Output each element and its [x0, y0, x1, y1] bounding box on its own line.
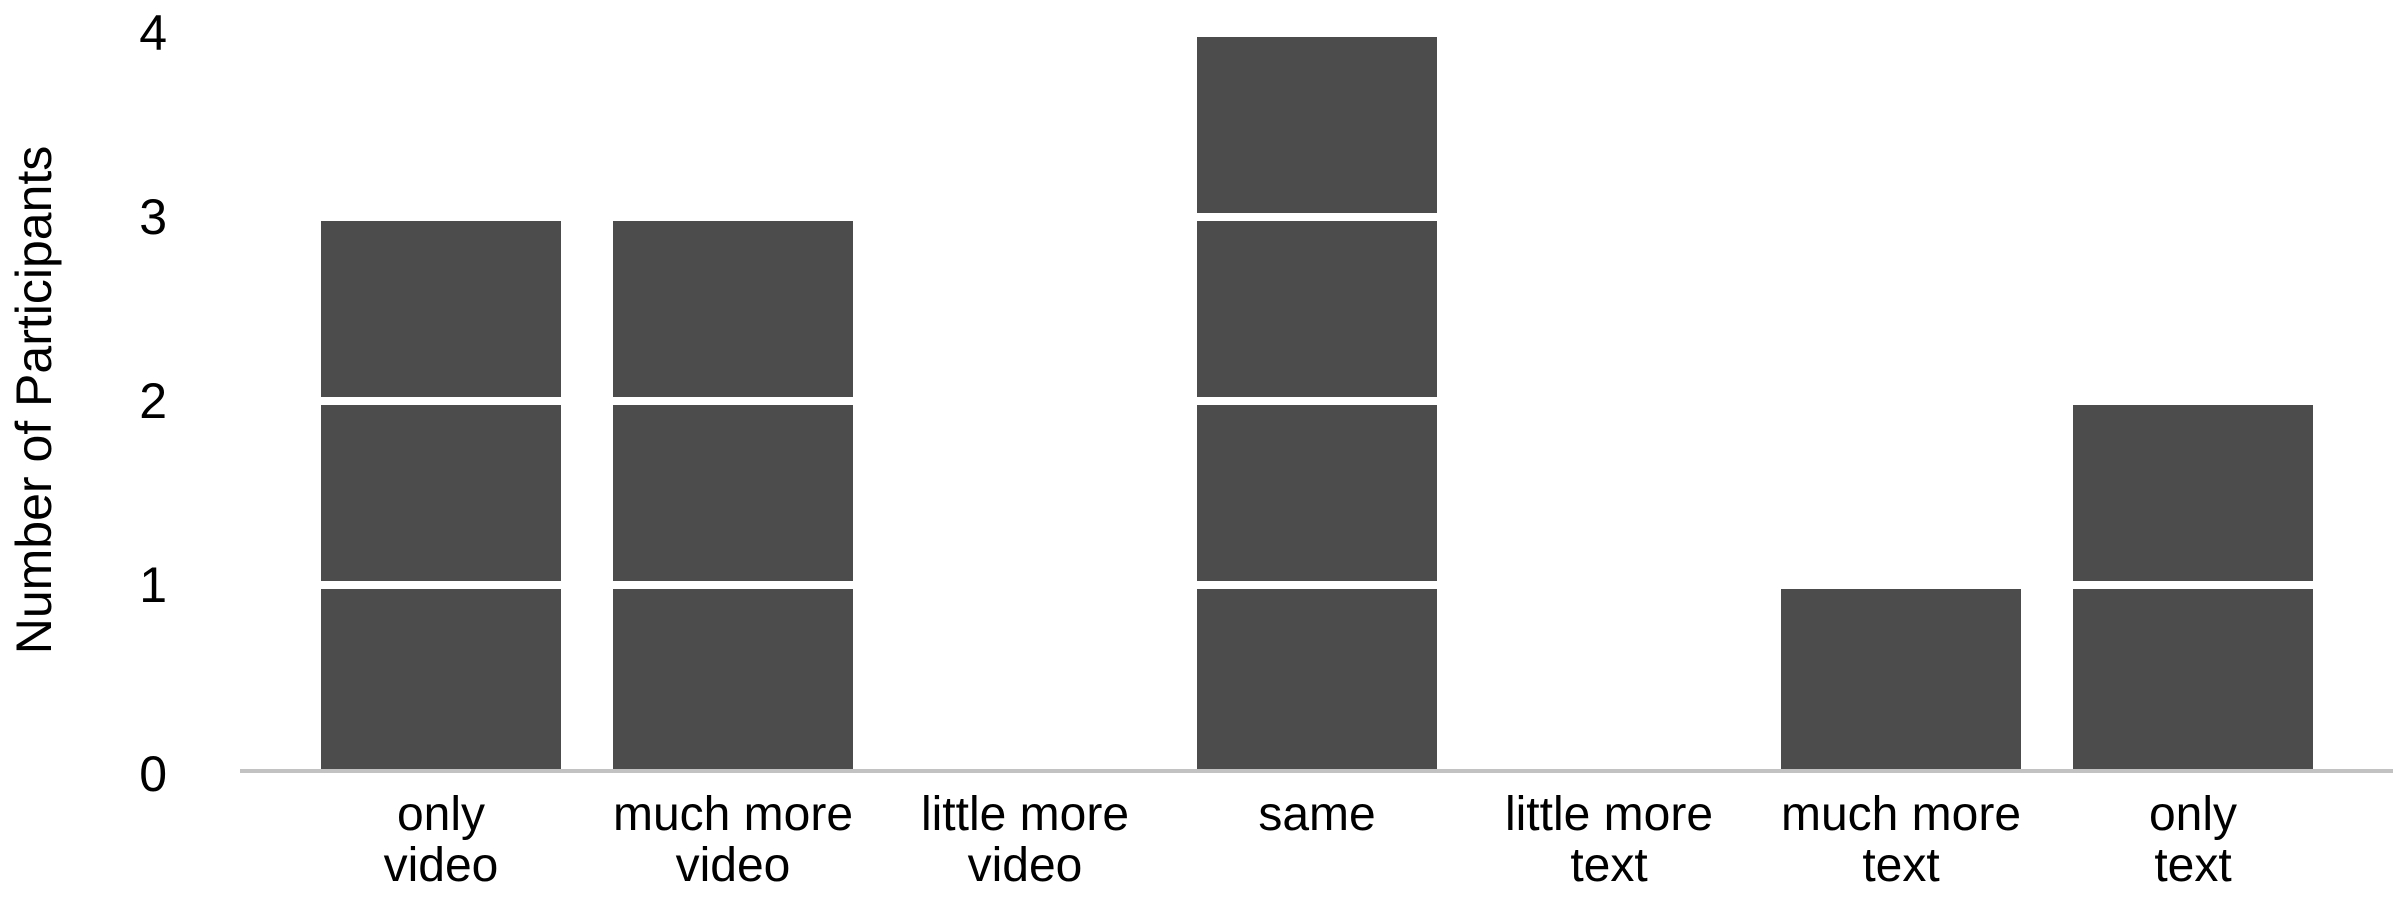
- x-axis-label-same: same: [1258, 788, 1376, 841]
- bar-column-much-more-text: [1755, 0, 2047, 769]
- plot-area: [295, 0, 2339, 769]
- bar-column-little-more-video: [879, 0, 1171, 769]
- bar-segment-much-more-video-2: [613, 405, 853, 581]
- bar-segment-much-more-video-3: [613, 221, 853, 397]
- bar-segment-only-video-1: [321, 589, 561, 769]
- bar-segment-only-video-2: [321, 405, 561, 581]
- bar-segment-same-3: [1197, 221, 1437, 397]
- x-axis-labels: only video much more video little more vid…: [295, 789, 2339, 891]
- x-axis-label-much-more-video: much more video: [612, 788, 854, 892]
- bar-segment-much-more-text-1: [1781, 589, 2021, 769]
- y-axis-tick-labels: 0 1 2 3 4: [0, 0, 185, 900]
- bar-column-only-video: [295, 0, 587, 769]
- y-tick-label-0: 0: [139, 746, 167, 802]
- bar-segment-only-text-1: [2073, 589, 2313, 769]
- bar-segment-only-text-2: [2073, 405, 2313, 581]
- bar-column-much-more-video: [587, 0, 879, 769]
- bar-column-little-more-text: [1463, 0, 1755, 769]
- y-tick-label-3: 3: [139, 189, 167, 245]
- x-axis-label-little-more-text: little more text: [1504, 788, 1714, 892]
- bar-segment-same-4: [1197, 37, 1437, 213]
- bar-segment-only-video-3: [321, 221, 561, 397]
- bar-column-same: [1171, 0, 1463, 769]
- x-axis-label-little-more-video: little more video: [920, 788, 1130, 892]
- x-axis-line: [240, 769, 2393, 773]
- y-tick-label-4: 4: [139, 5, 167, 61]
- x-axis-label-only-text: only text: [2148, 788, 2238, 892]
- bar-segment-same-1: [1197, 589, 1437, 769]
- y-tick-label-1: 1: [139, 557, 167, 613]
- x-axis-label-only-video: only video: [383, 788, 499, 892]
- bar-segment-same-2: [1197, 405, 1437, 581]
- bar-segment-much-more-video-1: [613, 589, 853, 769]
- x-axis-label-much-more-text: much more text: [1780, 788, 2022, 892]
- bar-column-only-text: [2047, 0, 2339, 769]
- y-tick-label-2: 2: [139, 373, 167, 429]
